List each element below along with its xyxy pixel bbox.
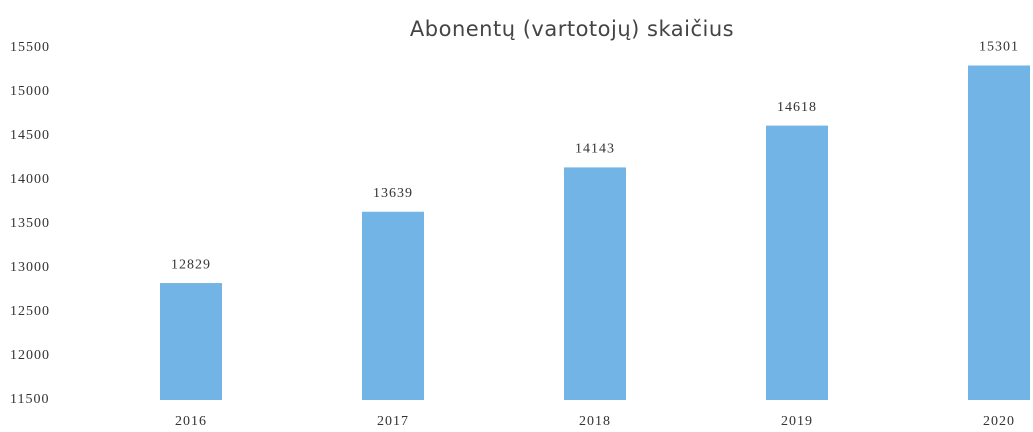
data-label: 15301	[979, 40, 1019, 55]
x-tick-label: 2019	[781, 414, 813, 429]
data-label: 12829	[171, 257, 211, 272]
y-tick-label: 13000	[10, 260, 50, 275]
y-tick-label: 11500	[10, 392, 49, 407]
x-tick-label: 2016	[175, 414, 207, 429]
y-tick-label: 14500	[10, 128, 50, 143]
y-tick-label: 12500	[10, 304, 50, 319]
y-tick-label: 14000	[10, 172, 50, 187]
bar	[160, 283, 222, 400]
bar	[362, 211, 424, 400]
chart-title: Abonentų (vartotojų) skaičius	[410, 17, 734, 41]
data-label: 14143	[575, 142, 615, 157]
bar	[968, 65, 1030, 401]
data-label: 14618	[777, 100, 817, 115]
x-tick-label: 2018	[579, 414, 611, 429]
x-tick-label: 2020	[983, 414, 1015, 429]
y-tick-label: 15500	[10, 40, 50, 55]
y-tick-label: 12000	[10, 348, 50, 363]
y-tick-label: 15000	[10, 84, 50, 99]
bar	[766, 125, 828, 400]
y-tick-label: 13500	[10, 216, 50, 231]
x-tick-label: 2017	[377, 414, 409, 429]
data-label: 13639	[373, 186, 413, 201]
bar	[564, 167, 626, 400]
